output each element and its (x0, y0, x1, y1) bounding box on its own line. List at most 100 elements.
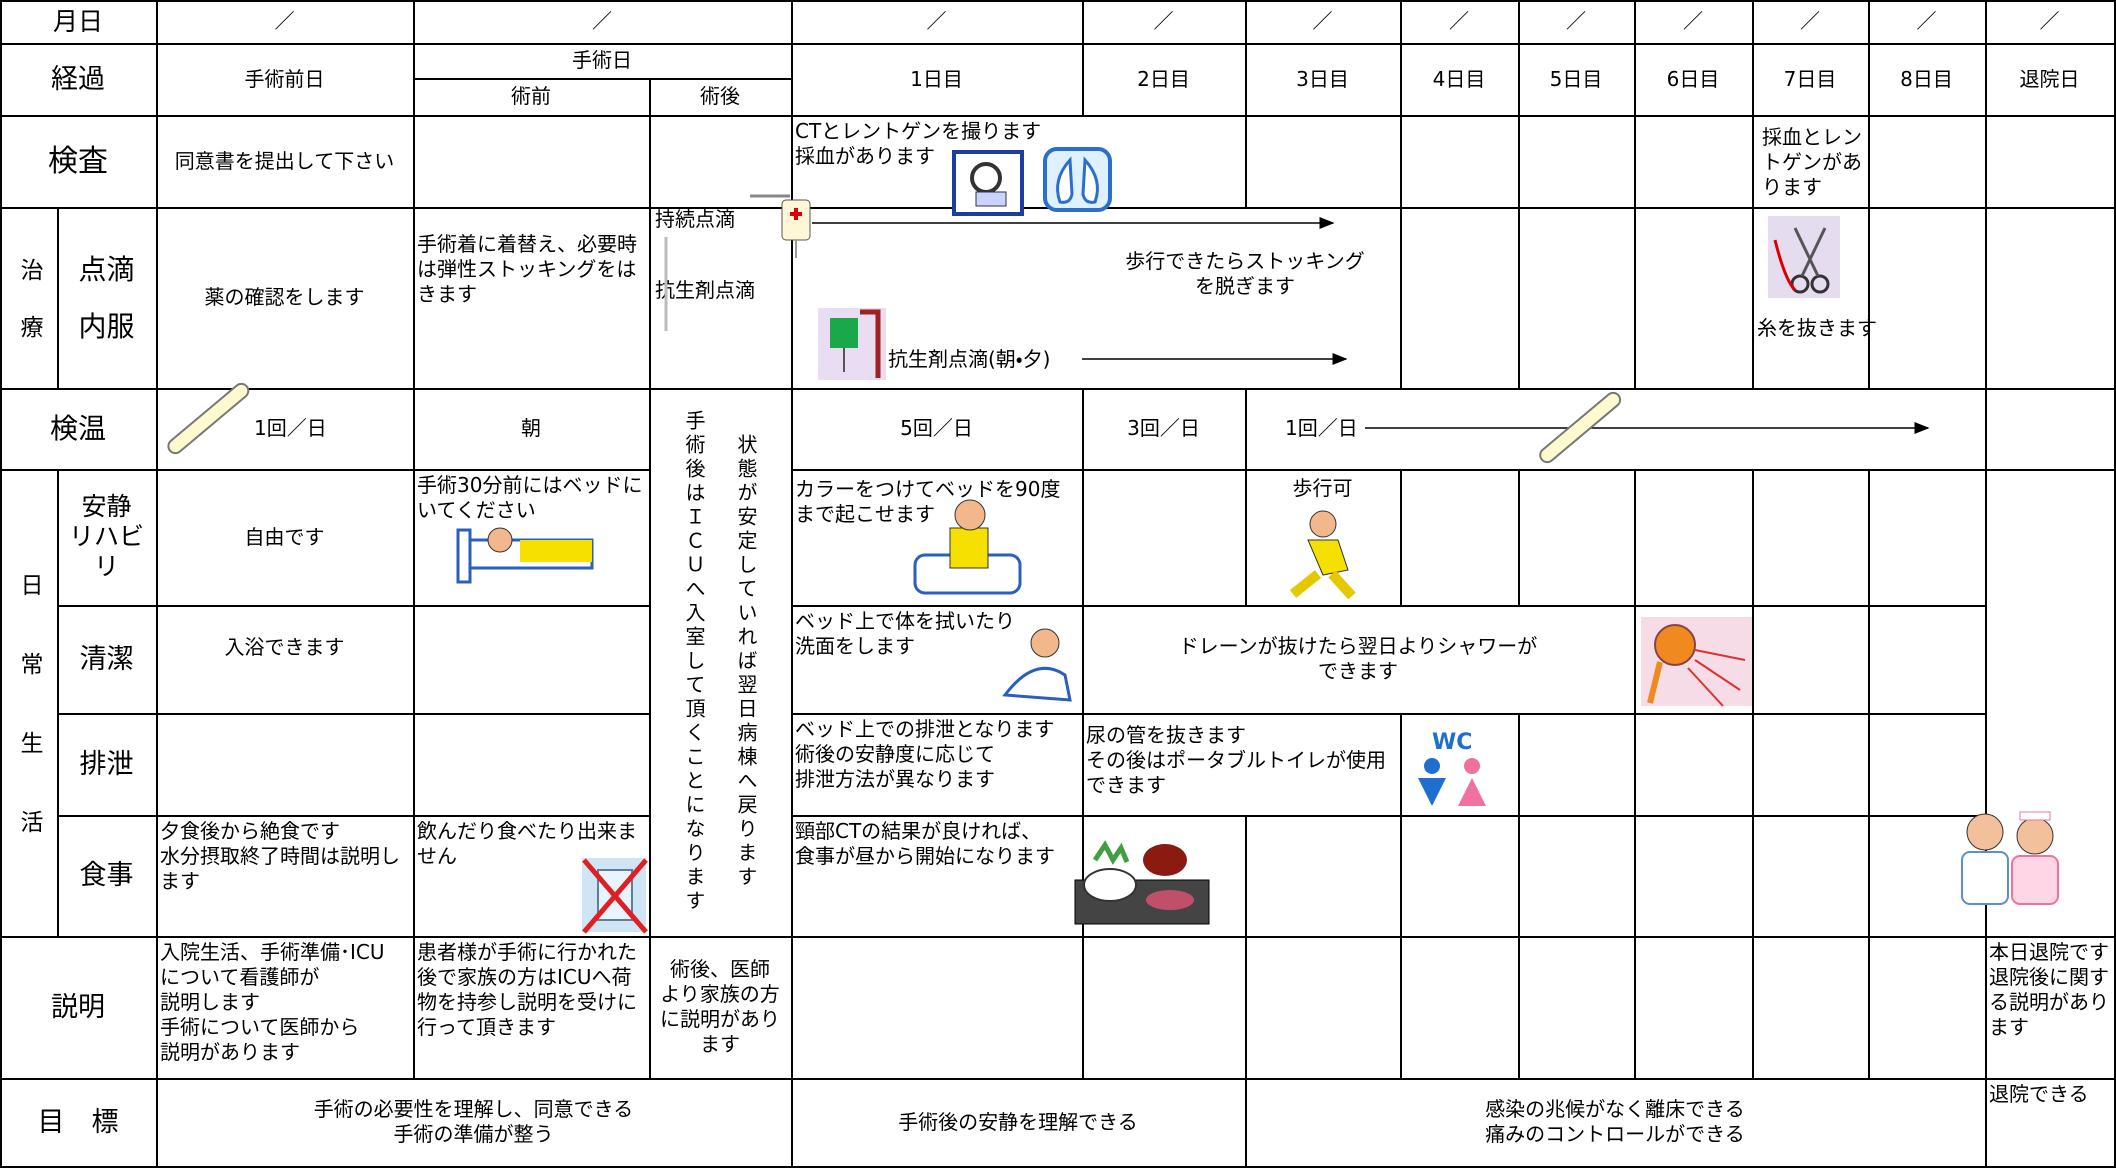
table-cell (1245, 815, 1402, 938)
table-cell (1868, 469, 1987, 607)
table-cell (1400, 936, 1520, 1080)
table-cell (1245, 115, 1402, 209)
cell-text: 手術の必要性を理解し、同意できる 手術の準備が整う (313, 1097, 634, 1146)
table-cell (1752, 713, 1870, 817)
table-cell (1634, 815, 1754, 938)
date-slash: ／ (1449, 9, 1469, 33)
table-cell (1518, 815, 1636, 938)
table-cell (1752, 469, 1870, 607)
cell-text: 飲んだり食べたり出来ません (417, 819, 637, 868)
table-cell (1985, 469, 2116, 938)
date-slash: ／ (1916, 9, 1937, 33)
post-op-note: 状態が安定していれば翌日病棟へ戻ります 手術後はＩＣＵへ入室して頂くことになりま… (682, 410, 758, 914)
cell-text: 1回／日 (1285, 416, 1358, 441)
table-cell (1634, 713, 1754, 817)
group-label: 日常生活 (16, 572, 42, 889)
date-slash: ／ (1566, 9, 1586, 33)
table-cell (1752, 936, 1870, 1080)
table-cell (1518, 469, 1636, 607)
date-slash: ／ (2039, 9, 2060, 33)
cell-text: 歩行可 (1292, 476, 1353, 500)
date-slash: ／ (926, 9, 947, 33)
table-cell (1400, 115, 1520, 209)
date-slash: ／ (1312, 9, 1333, 33)
cell-text: 頸部CTの結果が良ければ、 食事が昼から開始になります (795, 819, 1055, 868)
table-cell (1634, 207, 1754, 390)
table-cell (1985, 207, 2116, 390)
cell-text: 手術着に着替え、必要時は弾性ストッキングをはきます (417, 232, 637, 306)
table-cell (1400, 713, 1520, 817)
icon-label: WC (1432, 730, 1473, 755)
cell-text: 同意書を提出して下さい (174, 148, 395, 173)
day-header: 8日目 (1900, 66, 1953, 91)
date-slash: ／ (1800, 9, 1820, 33)
table-cell (1082, 936, 1247, 1080)
cell-text: ベッド上での排泄となります 術後の安静度に応じて 排泄方法が異なります (795, 717, 1055, 791)
row-label: 安静 リハビリ (68, 492, 144, 581)
cell-text: 退院できる (1989, 1082, 2089, 1106)
day-header: 2日目 (1137, 66, 1190, 91)
cell-text: 手術後の安静を理解できる (898, 1109, 1138, 1134)
row-label: 説明 (51, 991, 105, 1023)
cell-text: 抗生剤点滴(朝・夕) (888, 347, 1051, 372)
cell-text: 朝 (521, 416, 541, 440)
group-label: 治療 (16, 257, 42, 372)
table-cell (413, 115, 651, 209)
cell-text: 本日退院です 退院後に関する説明があります (1989, 940, 2109, 1039)
day-header: 4日目 (1432, 66, 1486, 91)
table-cell (1518, 115, 1636, 209)
table-cell (1400, 815, 1520, 938)
table-cell (1634, 115, 1754, 209)
cell-text: 歩行できたらストッキング を脱ぎます (1125, 249, 1365, 298)
cell-text: 抗生剤点滴 (655, 278, 755, 302)
table-cell (1245, 936, 1402, 1080)
table-cell (1634, 469, 1754, 607)
cell-text: 入院生活、手術準備･ICU について看護師が 説明します 手術について医師から … (160, 940, 385, 1064)
cell-text: ベッド上で体を拭いたり 洗面をします (795, 609, 1015, 658)
row-label: 目 標 (37, 1106, 119, 1138)
cell-text: 夕食後から絶食です 水分摂取終了時間は説明します (160, 819, 400, 893)
cell-text: 糸を抜きます (1757, 316, 1877, 340)
table-cell (1082, 469, 1247, 607)
cell-text: 患者様が手術に行かれた後で家族の方はICUへ荷物を持参し説明を受けに行って頂きま… (417, 940, 637, 1039)
table-cell (1868, 207, 1987, 390)
day-header: 1日目 (910, 66, 963, 91)
cell-text: CTとレントゲンを撮ります 採血があります (795, 119, 1042, 168)
table-cell (1400, 469, 1520, 607)
row-label: 清潔 (79, 643, 134, 675)
cell-text: 術後、医師 より家族の方 に説明があり ます (660, 957, 780, 1056)
table-cell (791, 936, 1084, 1080)
table-cell (1634, 605, 1754, 715)
table-cell (1985, 115, 2116, 209)
cell-text: 5回／日 (900, 416, 973, 440)
day-header: 5日目 (1549, 66, 1603, 91)
table-cell (1082, 815, 1247, 938)
cell-text: カラーをつけてベッドを90度まで起こせます (795, 477, 1061, 526)
phase-header: 術後 (700, 84, 740, 108)
day-header: 6日目 (1666, 66, 1720, 91)
cell-text: 自由です (244, 524, 325, 549)
row-label: 検査 (48, 143, 108, 179)
cell-text: 尿の管を抜きます その後はポータブルトイレが使用 できます (1086, 723, 1386, 797)
header-label: 経過 (51, 63, 105, 95)
row-label: 食事 (79, 860, 134, 891)
table-cell (1518, 207, 1636, 390)
table-cell (1752, 605, 1870, 715)
table-cell (1518, 713, 1636, 817)
day-header: 3日目 (1296, 66, 1349, 91)
date-slash: ／ (274, 9, 295, 33)
row-label: 点滴 内服 (78, 252, 135, 343)
date-slash: ／ (1153, 9, 1174, 33)
table-cell (156, 713, 415, 817)
table-cell (413, 713, 651, 817)
table-cell (649, 115, 793, 209)
table-cell (413, 605, 651, 715)
cell-text: 薬の確認をします (204, 285, 365, 309)
cell-text: 入浴できます (224, 635, 345, 659)
row-label: 排泄 (79, 748, 134, 780)
table-cell (1868, 115, 1987, 209)
table-cell (1752, 207, 1870, 390)
table-cell (1985, 1078, 2116, 1168)
cell-text: 感染の兆候がなく離床できる 痛みのコントロールができる (1485, 1097, 1745, 1146)
table-cell (1518, 936, 1636, 1080)
